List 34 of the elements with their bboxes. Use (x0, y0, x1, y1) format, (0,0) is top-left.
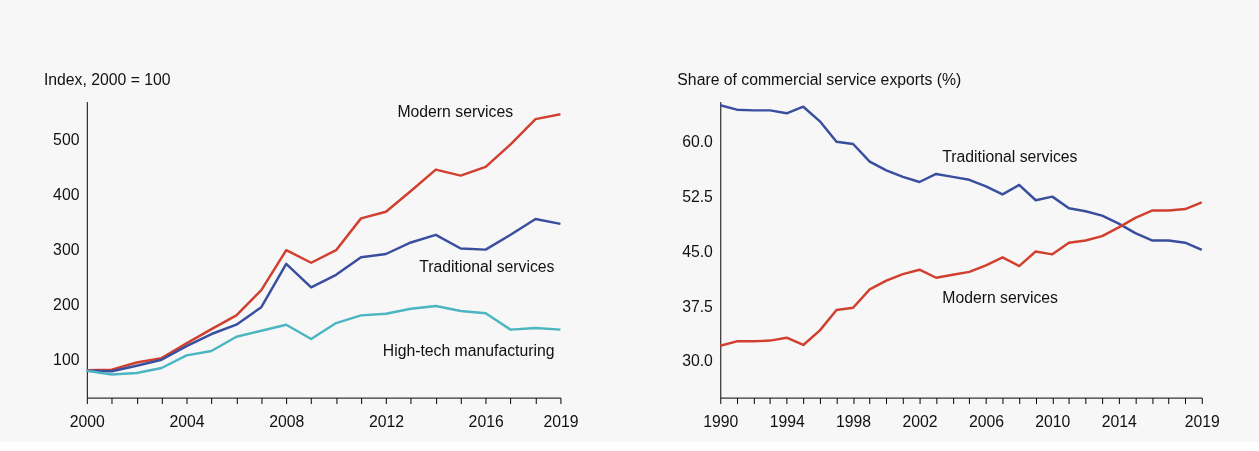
y-tick-label: 300 (53, 241, 80, 259)
x-tick-label: 1994 (769, 412, 805, 430)
x-tick-label: 2006 (968, 412, 1005, 430)
x-tick-label: 2019 (1184, 412, 1221, 430)
x-tick-label: 1990 (703, 412, 739, 430)
y-tick-label: 30.0 (682, 352, 714, 370)
y-tick-label: 52.5 (682, 188, 714, 206)
series-label: High-tech manufacturing (382, 342, 555, 360)
y-tick-label: 200 (53, 295, 80, 313)
line-series (719, 104, 1204, 252)
x-tick-label: 2010 (1035, 412, 1071, 430)
x-tick-label: 2004 (169, 412, 205, 430)
series-label: Traditional services (419, 258, 555, 276)
y-tick-label: 37.5 (682, 297, 714, 315)
x-tick-label: 2002 (902, 412, 938, 430)
line-series (719, 201, 1204, 347)
y-axis-title: Share of commercial service exports (%) (677, 71, 962, 89)
x-tick-label: 1998 (836, 412, 872, 430)
series-label: Modern services (397, 103, 514, 121)
x-tick-label: 2012 (368, 412, 404, 430)
y-tick-label: 45.0 (682, 242, 714, 260)
y-axis-title: Index, 2000 = 100 (43, 71, 171, 89)
x-tick-label: 2016 (468, 412, 504, 430)
series-label: Traditional services (942, 148, 1078, 166)
x-tick-label: 2014 (1101, 412, 1138, 430)
y-tick-label: 500 (53, 131, 80, 149)
y-tick-label: 400 (53, 186, 80, 204)
series-label: Modern services (942, 289, 1059, 307)
x-tick-label: 2008 (269, 412, 305, 430)
y-tick-label: 100 (53, 350, 80, 368)
y-tick-label: 60.0 (682, 133, 714, 151)
line-series (85, 304, 562, 376)
x-tick-label: 2000 (69, 412, 106, 430)
x-tick-label: 2019 (543, 412, 579, 430)
